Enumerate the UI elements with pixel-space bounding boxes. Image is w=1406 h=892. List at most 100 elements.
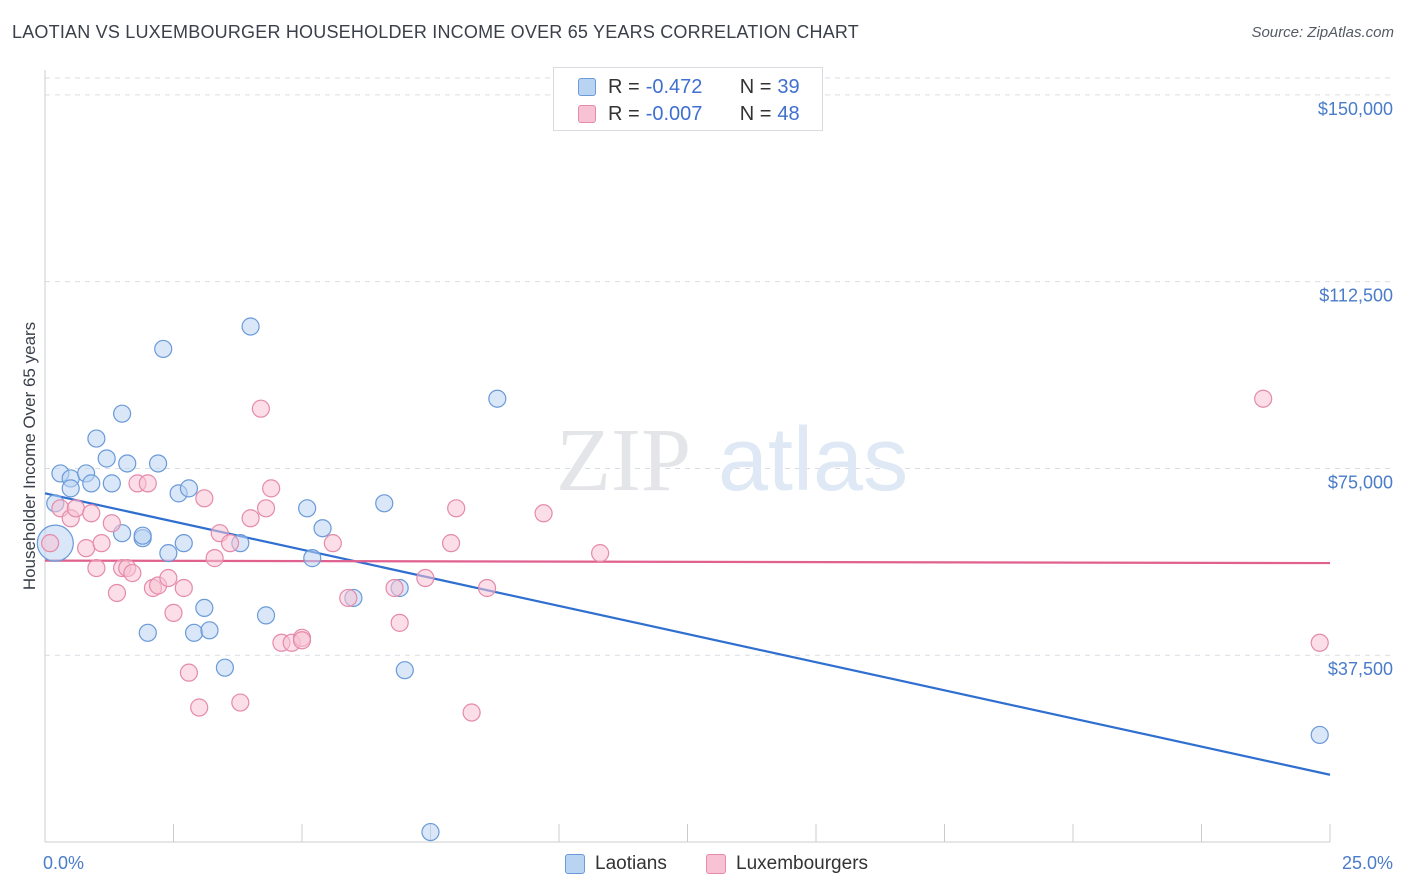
laotian-point	[133, 526, 152, 545]
data-points	[36, 317, 1329, 842]
laotian-point	[179, 479, 199, 498]
luxembourger-point	[92, 534, 111, 553]
laotian-point	[298, 499, 317, 518]
luxembourger-point	[138, 474, 157, 493]
luxembourger-point	[41, 534, 60, 553]
laotian-point	[174, 534, 193, 553]
y-tick-label: $112,500	[1319, 286, 1393, 306]
laotian-point	[421, 822, 440, 842]
laotian-point	[112, 404, 132, 423]
grid-lines	[45, 77, 1395, 656]
luxembourger-point	[534, 504, 553, 523]
luxembourger-point	[390, 613, 409, 632]
luxembourger-point	[477, 578, 497, 598]
laotian-point	[118, 454, 137, 473]
luxembourger-point	[123, 563, 142, 583]
laotian-point	[241, 317, 260, 336]
laotian-point	[256, 606, 276, 625]
x-tick-label: 0.0%	[43, 853, 84, 873]
laotian-point	[138, 623, 157, 642]
legend-panel: R = -0.472 N = 39 R = -0.007 N = 48	[553, 67, 823, 131]
legend-r-label: R =	[608, 102, 640, 125]
trend-lines	[44, 492, 1331, 776]
luxembourger-point	[164, 603, 183, 622]
luxembourger-point	[66, 499, 85, 518]
luxembourger-point	[339, 588, 358, 608]
luxembourger-point	[205, 549, 224, 568]
bottom-swatch-laotians	[565, 854, 585, 874]
luxembourger-point	[462, 703, 481, 722]
luxembourger-point	[179, 663, 199, 682]
bottom-legend-luxembourgers: Luxembourgers	[706, 852, 868, 876]
laotian-point	[375, 494, 394, 513]
laotian-point	[200, 621, 219, 640]
x-tick-labels: 0.0% 25.0%	[43, 853, 1393, 873]
laotian-point	[148, 454, 168, 473]
bottom-legend-label: Luxembourgers	[736, 853, 869, 874]
laotian-point	[313, 519, 332, 538]
luxembourger-point	[591, 544, 610, 563]
legend-n-label: N =	[739, 75, 772, 98]
laotian-point	[159, 544, 178, 563]
laotian-point	[87, 429, 106, 448]
luxembourger-point	[1310, 633, 1329, 652]
bottom-legend-label: Laotians	[595, 853, 667, 874]
luxembourger-point	[159, 568, 178, 588]
luxembourger-point	[190, 698, 209, 717]
luxembourger-point	[292, 631, 312, 650]
luxembourger-point	[447, 499, 466, 518]
y-tick-label: $75,000	[1328, 472, 1393, 492]
laotian-point	[215, 658, 234, 677]
watermark: ZIP atlas	[556, 410, 908, 510]
y-tick-label: $150,000	[1318, 99, 1393, 119]
laotian-point	[82, 474, 101, 493]
laotian-point	[488, 389, 507, 408]
legend-n-value: 39	[777, 75, 800, 98]
luxembourger-point	[174, 578, 193, 598]
luxembourger-point	[82, 504, 101, 523]
laotian-point	[395, 661, 414, 680]
luxembourger-point	[251, 399, 270, 418]
luxembourger-point	[107, 583, 127, 603]
laotian-point	[1310, 725, 1329, 745]
y-tick-labels: $37,500 $75,000 $112,500 $150,000	[1318, 99, 1393, 679]
luxembourger-point	[1254, 389, 1273, 408]
chart-title: LAOTIAN VS LUXEMBOURGER HOUSEHOLDER INCO…	[12, 22, 859, 42]
legend-row-luxembourgers: R = -0.007 N = 48	[578, 101, 800, 127]
laotian-point	[154, 339, 173, 359]
y-axis-label: Householder Income Over 65 years	[20, 322, 39, 590]
watermark-zip: ZIP	[556, 411, 691, 510]
laotian-point	[184, 623, 204, 642]
luxembourger-point	[195, 489, 214, 508]
watermark-atlas: atlas	[718, 410, 908, 510]
laotian-point	[102, 474, 121, 493]
luxembourger-point	[231, 693, 250, 712]
legend-r-value: -0.472	[645, 75, 703, 98]
laotian-point	[97, 449, 116, 468]
luxembourger-point	[87, 558, 106, 578]
legend-r-label: R =	[608, 75, 640, 98]
laotian-point	[61, 479, 80, 498]
laotian-trend-line	[44, 492, 1331, 776]
luxembourger-point	[416, 568, 435, 588]
luxembourger-point	[220, 534, 240, 553]
bottom-swatch-luxembourgers	[706, 854, 726, 874]
luxembourger-point	[77, 539, 96, 558]
source-label: Source: ZipAtlas.com	[1251, 24, 1394, 41]
legend-r-value: -0.007	[645, 102, 703, 125]
legend-swatch-luxembourgers	[578, 105, 596, 123]
legend-row-laotians: R = -0.472 N = 39	[578, 74, 800, 100]
legend-n-label: N =	[739, 102, 772, 125]
legend-swatch-laotians	[578, 78, 596, 96]
x-tick-label: 25.0%	[1342, 853, 1393, 873]
bottom-legend-laotians: Laotians	[565, 852, 667, 876]
luxembourger-point	[241, 509, 260, 528]
luxembourger-point	[262, 479, 281, 498]
luxembourger-trend-line	[44, 559, 1331, 565]
laotian-point	[195, 598, 214, 618]
laotian-point	[303, 549, 322, 568]
luxembourger-point	[385, 578, 404, 598]
luxembourger-point	[441, 534, 461, 553]
y-tick-label: $37,500	[1328, 659, 1393, 679]
